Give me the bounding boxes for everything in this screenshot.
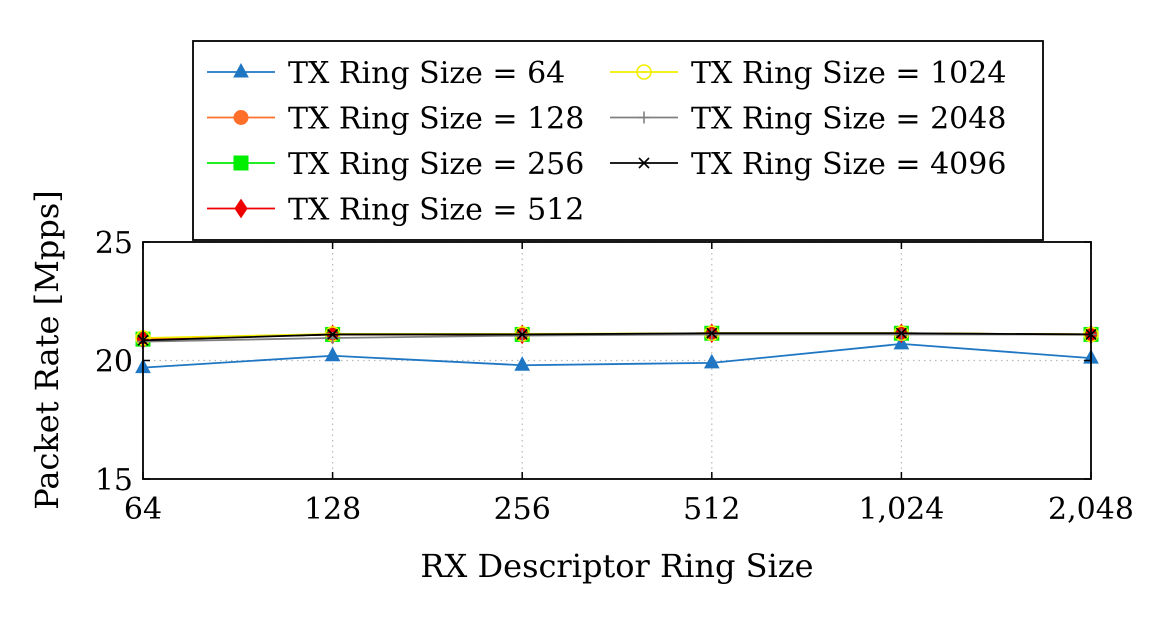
cross-marker <box>327 328 339 340</box>
x-tick-label: 2,048 <box>1048 492 1134 527</box>
x-tick-label: 128 <box>304 492 361 527</box>
legend-item-5: TX Ring Size = 1024 <box>610 56 1006 91</box>
legend-item-7: TX Ring Size = 4096 <box>610 147 1006 182</box>
legend-item-3: TX Ring Size = 256 <box>207 147 584 182</box>
x-tick-label: 1,024 <box>858 492 944 527</box>
x-tick-label: 256 <box>494 492 551 527</box>
plus-marker <box>895 328 908 341</box>
legend-label: TX Ring Size = 512 <box>288 193 584 228</box>
series-line <box>142 333 1091 343</box>
cross-marker <box>516 328 528 340</box>
legend-item-2: TX Ring Size = 128 <box>207 102 584 137</box>
series-group <box>135 323 1099 374</box>
x-tick-label: 512 <box>683 492 740 527</box>
series-1 <box>135 334 1099 374</box>
y-axis-label: Packet Rate [Mpps] <box>28 190 66 509</box>
legend: TX Ring Size = 64 TX Ring Size = 128 TX Ri… <box>192 40 1044 241</box>
series-line <box>142 332 1092 342</box>
y-tick-label: 15 <box>95 463 133 498</box>
x-tick-label: 64 <box>124 492 162 527</box>
cross-marker <box>706 327 718 339</box>
legend-label: TX Ring Size = 4096 <box>691 147 1006 182</box>
legend-item-4: TX Ring Size = 512 <box>207 193 584 228</box>
legend-label: TX Ring Size = 256 <box>288 147 584 182</box>
grid <box>142 241 1092 480</box>
x-axis-label: RX Descriptor Ring Size <box>420 547 813 585</box>
series-line <box>142 343 1092 369</box>
y-tick-label: 20 <box>95 345 133 380</box>
plus-marker <box>516 329 529 342</box>
plus-marker <box>705 328 718 341</box>
diamond-marker <box>234 198 248 219</box>
legend-label: TX Ring Size = 128 <box>288 102 584 137</box>
open-circle-marker <box>636 64 652 80</box>
legend-label: TX Ring Size = 1024 <box>691 56 1006 91</box>
y-tick-label: 25 <box>95 226 133 261</box>
legend-box <box>192 40 1044 241</box>
triangle-marker <box>233 62 249 78</box>
legend-item-1: TX Ring Size = 64 <box>207 56 565 91</box>
triangle-marker <box>514 356 531 371</box>
plus-marker <box>638 111 650 124</box>
triangle-marker <box>324 346 341 362</box>
ticks: 64 128 256 512 1,024 2,048 15 20 25 <box>95 226 1134 527</box>
series-7 <box>137 327 1097 346</box>
series-6 <box>137 328 1097 348</box>
legend-item-6: TX Ring Size = 2048 <box>610 102 1006 137</box>
legend-label: TX Ring Size = 64 <box>288 56 565 91</box>
cross-marker <box>895 327 907 339</box>
circle-marker <box>233 110 249 125</box>
cross-marker <box>638 157 650 169</box>
triangle-marker <box>703 353 720 369</box>
square-marker <box>233 155 249 171</box>
legend-label: TX Ring Size = 2048 <box>691 102 1006 137</box>
